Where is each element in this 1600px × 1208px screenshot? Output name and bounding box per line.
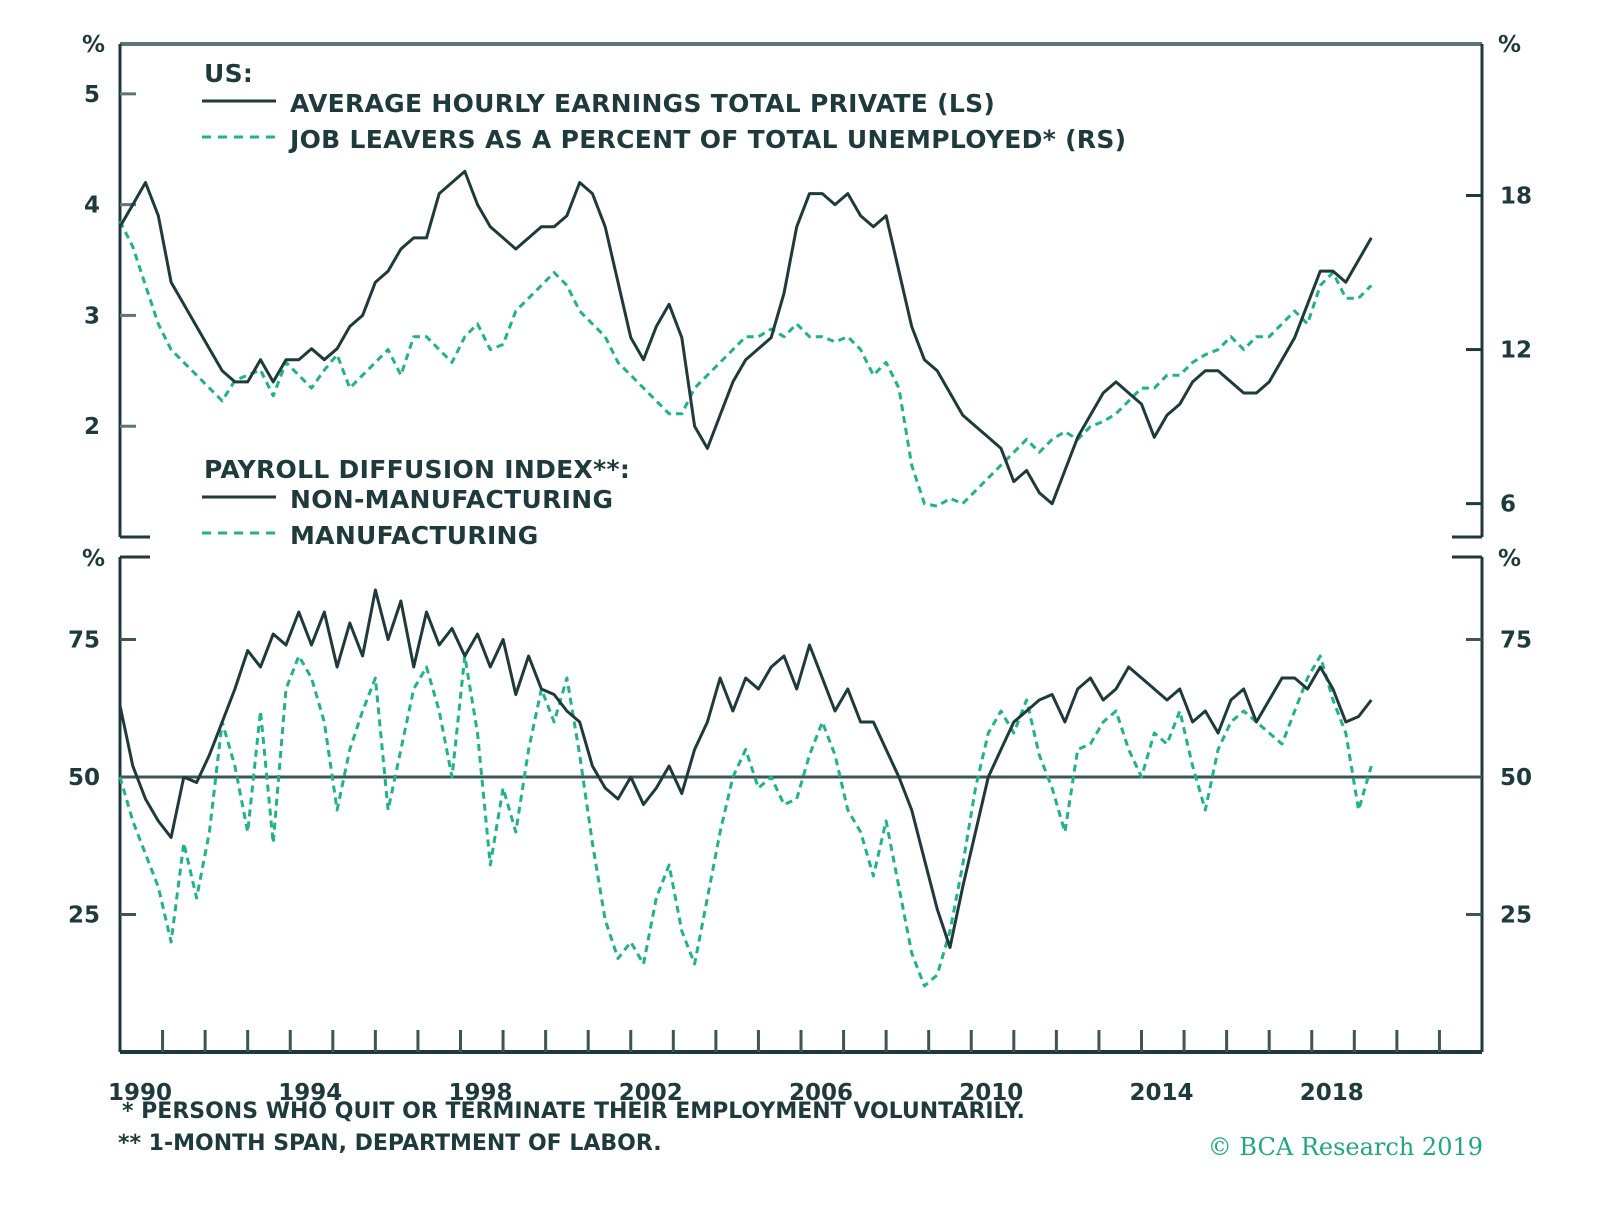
- series-non-manufacturing: [118, 588, 1373, 949]
- y-right-tick-label: 18: [1500, 183, 1532, 209]
- top-legend-title: US:: [204, 59, 253, 88]
- x-ticks: 1990 1994 1998 2002 2006 2010 2014 2018: [108, 1030, 1441, 1106]
- bottom-series: [118, 588, 1373, 988]
- bottom-left-unit: %: [82, 546, 105, 572]
- y-left-tick-label: 4: [84, 193, 100, 219]
- series-avg-hourly-earnings: [118, 169, 1373, 506]
- y-left-tick-label: 5: [84, 82, 100, 108]
- x-tick-label: 2010: [959, 1080, 1023, 1106]
- top-right-unit: %: [1498, 32, 1521, 58]
- bottom-right-unit: %: [1498, 546, 1521, 572]
- y-left-tick-label: 3: [84, 303, 100, 329]
- top-right-ticks: 6 12 18: [1466, 183, 1532, 518]
- series-manufacturing: [118, 654, 1373, 988]
- y-right-tick-label: 50: [1500, 765, 1532, 791]
- legend-job-leavers: JOB LEAVERS AS A PERCENT OF TOTAL UNEMPL…: [288, 125, 1126, 154]
- y-left-tick-label: 75: [68, 628, 100, 654]
- y-right-tick-label: 12: [1500, 338, 1532, 364]
- y-right-tick-label: 25: [1500, 903, 1532, 929]
- top-panel: % % 2 3 4 5 6 12 18 US: AVERAGE HOURLY EARNIN…: [82, 32, 1532, 539]
- x-tick-label: 1998: [448, 1080, 512, 1106]
- x-tick-label: 1994: [278, 1080, 342, 1106]
- bottom-panel: % % 25 25 50 50 75 75 1990 1994 1998 2002 2006 201…: [68, 455, 1532, 1106]
- y-left-tick-label: 25: [68, 903, 100, 929]
- x-tick-label: 2014: [1129, 1080, 1193, 1106]
- legend-manufacturing: MANUFACTURING: [290, 521, 539, 550]
- top-left-unit: %: [82, 32, 105, 58]
- y-left-tick-label: 2: [84, 414, 100, 440]
- footnote-1: * PERSONS WHO QUIT OR TERMINATE THEIR EM…: [122, 1099, 1025, 1124]
- footnote-2: ** 1-MONTH SPAN, DEPARTMENT OF LABOR.: [118, 1131, 662, 1156]
- top-series: [118, 169, 1373, 508]
- legend-non-manufacturing: NON-MANUFACTURING: [290, 485, 613, 514]
- legend-avg-hourly-earnings: AVERAGE HOURLY EARNINGS TOTAL PRIVATE (L…: [290, 89, 995, 118]
- y-right-tick-label: 6: [1500, 492, 1516, 518]
- x-tick-label: 1990: [108, 1080, 172, 1106]
- bottom-legend-title: PAYROLL DIFFUSION INDEX**:: [204, 455, 630, 484]
- y-left-tick-label: 50: [68, 765, 100, 791]
- series-job-leavers: [118, 220, 1373, 508]
- y-right-tick-label: 75: [1500, 628, 1532, 654]
- x-tick-label: 2006: [789, 1080, 853, 1106]
- x-tick-label: 2018: [1300, 1080, 1364, 1106]
- x-tick-label: 2002: [619, 1080, 683, 1106]
- top-left-ticks: 2 3 4 5: [84, 82, 136, 440]
- bottom-y-ticks: 25 25 50 50 75 75: [68, 628, 1532, 929]
- copyright: © BCA Research 2019: [1208, 1133, 1483, 1161]
